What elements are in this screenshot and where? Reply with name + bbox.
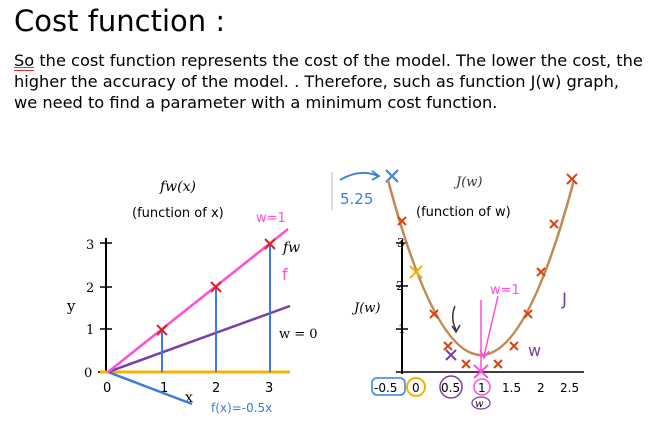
arrow-down-left-head: [451, 324, 461, 334]
w-circle: [471, 396, 491, 410]
left-x-tick-label-1: 1: [160, 381, 168, 396]
right-x-tick-label-1: 1: [478, 381, 486, 395]
x-tick-circle-05: [439, 375, 463, 399]
data-point-1: [156, 324, 168, 336]
left-y-tick-label-0: 0: [84, 366, 92, 381]
paragraph-text: the cost function represents the cost of…: [14, 51, 643, 112]
cost-point-j: [566, 173, 578, 185]
right-x-tick-label-neg05: -0.5: [374, 381, 397, 395]
right-func-desc: (function of w): [416, 205, 511, 220]
right-y-tick-label-3: 3: [397, 236, 405, 250]
page-title: Cost function :: [14, 4, 226, 38]
left-annot-w1: w=1: [256, 211, 286, 226]
left-graph: fw(x) (function of x) 3 2 1 0 y 0 1 2 3 …: [66, 179, 318, 415]
right-annot-w1: w=1: [490, 283, 520, 298]
left-data-points: [156, 238, 276, 336]
right-x-tick-label-25: 2.5: [560, 381, 579, 395]
right-annot-J: J: [561, 290, 567, 310]
left-y-tick-label-2: 2: [86, 281, 94, 296]
right-y-label: J(w): [351, 301, 380, 316]
x-tick-box-neg05: [371, 377, 406, 396]
x-tick-circle-0: [406, 377, 426, 397]
right-y-tick-label-2: 2: [396, 279, 404, 293]
right-graph: J(w) (function of w) 5.25 3 2 1 J(w) -0.…: [331, 169, 584, 410]
data-point-2: [210, 281, 222, 293]
left-func-label: fw(x): [159, 179, 196, 195]
line-w-half: [107, 304, 291, 374]
line-w-neg-half: [107, 370, 193, 406]
cost-point-w0: [409, 265, 423, 279]
arrow-525-head: [371, 170, 381, 181]
description-paragraph: So the cost function represents the cost…: [14, 50, 644, 113]
right-annot-525: 5.25: [340, 190, 373, 208]
x-tick-circle-1: [473, 378, 491, 396]
right-x-tick-label-0: 0: [412, 381, 420, 395]
right-x-tick-label-2: 2: [537, 381, 545, 395]
cost-points: [397, 173, 578, 369]
cost-point-f: [509, 341, 519, 351]
data-point-3: [264, 238, 276, 250]
left-y-tick-label-3: 3: [86, 238, 94, 253]
right-annot-w: w: [528, 341, 541, 360]
left-func-desc: (function of x): [132, 206, 224, 221]
pink-pointer-head: [479, 349, 490, 360]
cost-point-i: [549, 219, 559, 229]
cost-point-a: [397, 216, 407, 226]
left-x-tick-label-3: 3: [265, 381, 273, 396]
right-x-tick-label-15: 1.5: [502, 381, 521, 395]
cost-point-b: [429, 309, 439, 319]
cost-point-d: [461, 359, 471, 369]
line-w-1: [107, 228, 289, 373]
right-x-label: w: [475, 399, 484, 410]
left-x-tick-label-0: 0: [103, 381, 111, 396]
cost-point-w05: [445, 349, 457, 361]
right-func-label: J(w): [453, 175, 482, 190]
left-y-label: y: [66, 297, 76, 315]
left-annot-fw: fw: [282, 240, 300, 256]
cost-point-w1: [473, 364, 489, 379]
cost-point-e: [493, 359, 503, 369]
paragraph-first-word: So: [14, 51, 35, 70]
arrow-525: [339, 171, 379, 181]
right-x-tick-label-05: 0.5: [441, 381, 460, 395]
left-annot-f: f: [282, 265, 288, 284]
arrow-down-left: [452, 305, 457, 331]
cost-point-h: [536, 267, 546, 277]
left-annot-fx: f(x)=-0.5x: [211, 401, 272, 415]
right-y-tick-label-1: 1: [398, 322, 406, 336]
pink-pointer: [483, 295, 499, 357]
left-y-tick-label-1: 1: [86, 323, 94, 338]
left-x-label: x: [185, 390, 193, 406]
cost-point-g: [523, 309, 533, 319]
left-x-tick-label-2: 2: [212, 381, 220, 396]
cost-point-c: [443, 341, 453, 351]
left-annot-w0: w = 0: [279, 327, 318, 342]
